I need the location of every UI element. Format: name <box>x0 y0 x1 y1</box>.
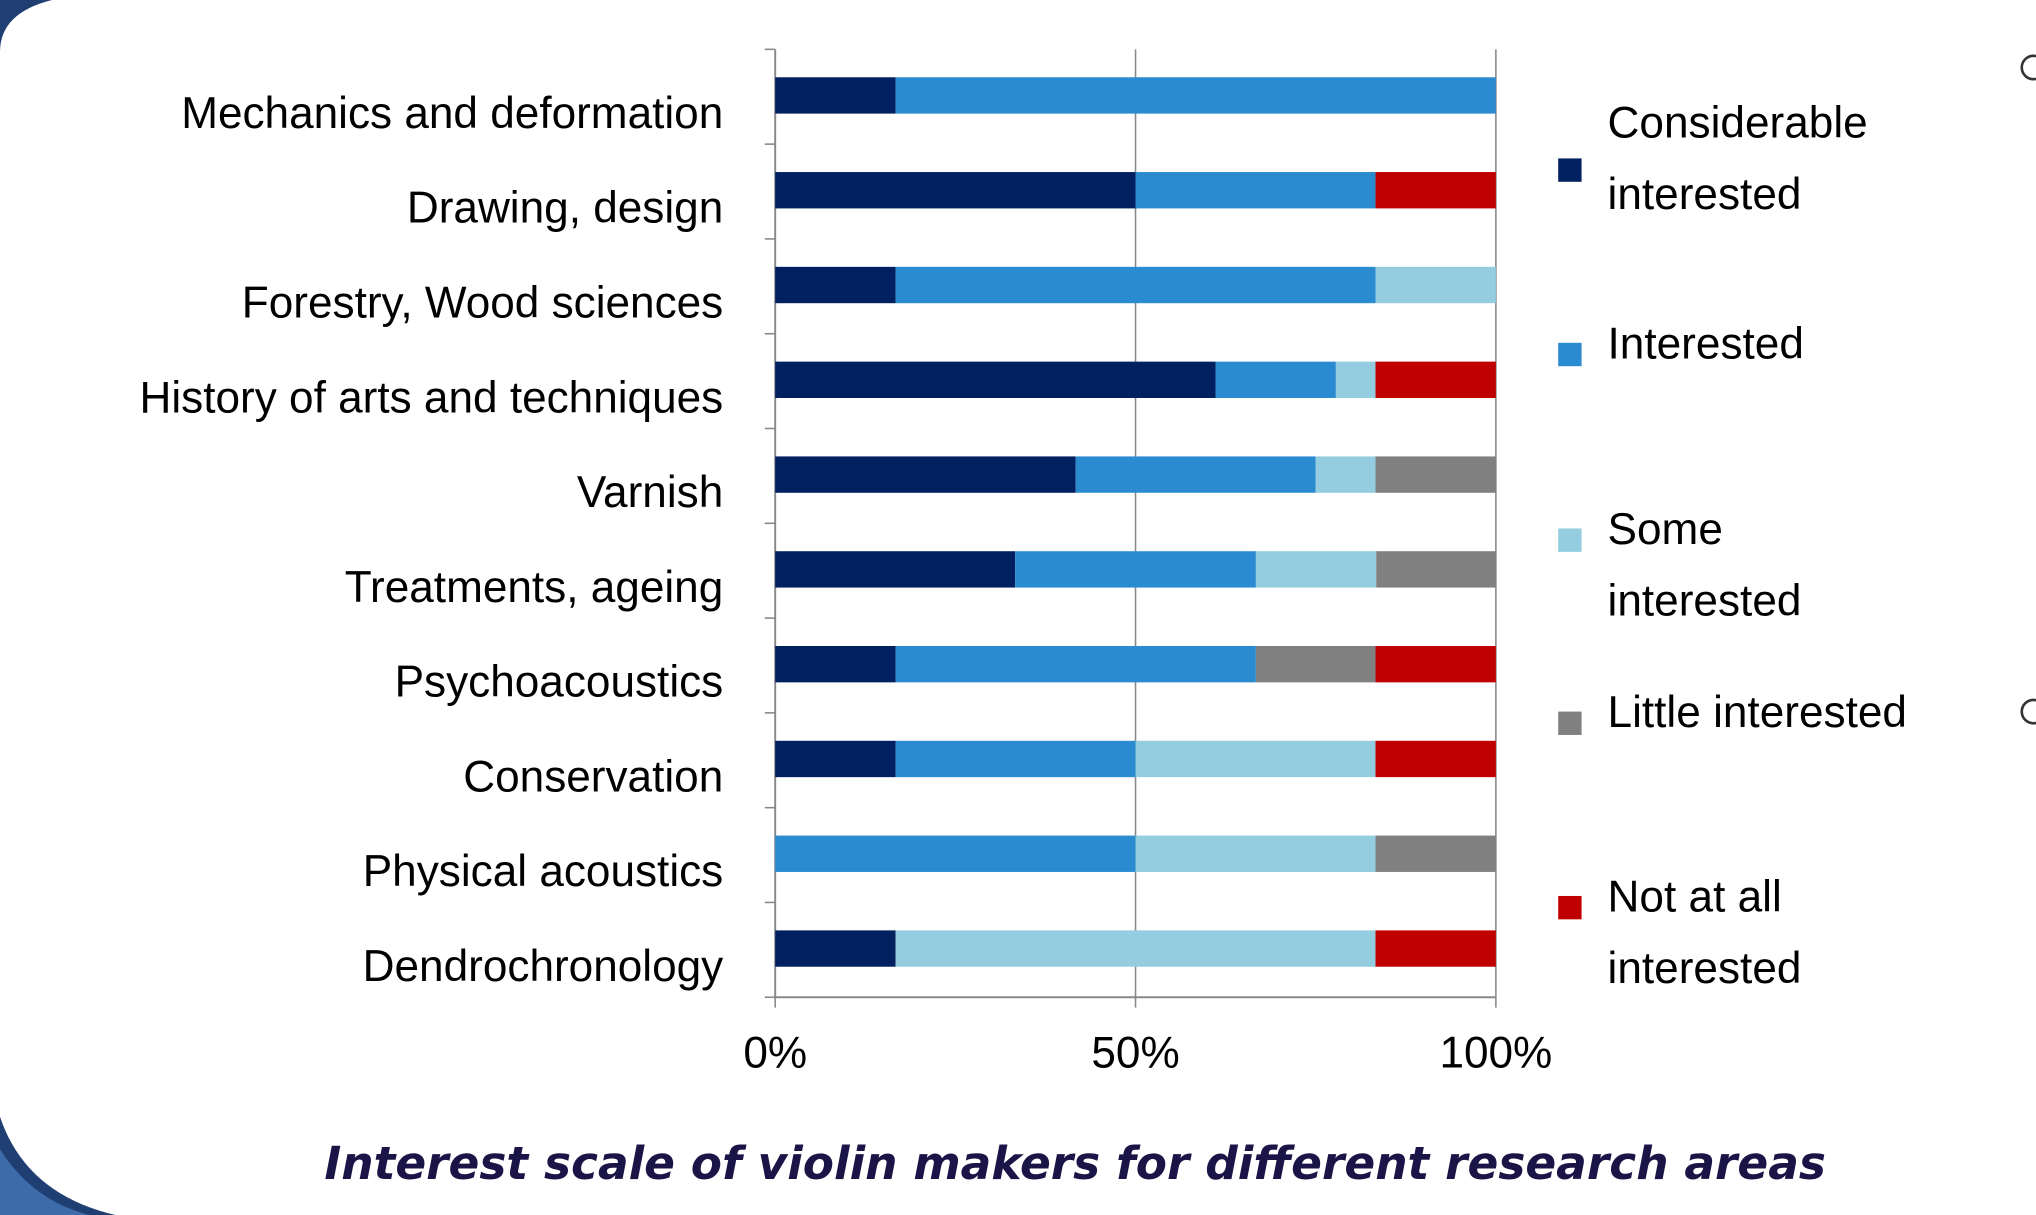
y-tick-label: Dendrochronology <box>363 942 724 991</box>
bar-segment <box>895 930 1376 967</box>
y-tick-label: History of arts and techniques <box>140 373 724 422</box>
bar-segment <box>775 930 896 967</box>
bar-segment <box>895 77 1496 114</box>
bar-segment <box>1255 646 1376 683</box>
legend-label: Little interested <box>1607 687 1907 737</box>
bar-segment <box>1075 456 1316 493</box>
legend-swatch <box>1558 158 1582 182</box>
bar-segment <box>1375 646 1496 683</box>
legend-label: Not at all interested <box>1607 871 1802 993</box>
legend-label: Considerable interested <box>1607 98 1868 220</box>
bar-segment <box>895 266 1376 304</box>
bar-segment <box>1375 361 1496 398</box>
legend-swatch <box>1558 342 1582 367</box>
legend-label: Interested <box>1607 318 1804 369</box>
legend-label: Some interested <box>1607 504 1802 626</box>
legend-swatch <box>1558 528 1582 552</box>
y-tick-label: Mechanics and deformation <box>181 89 723 138</box>
bar-segment <box>1335 361 1376 398</box>
bar-segment <box>775 172 1136 209</box>
bar-segment <box>1255 551 1377 588</box>
decoration <box>0 0 52 52</box>
bar-segment <box>1135 740 1376 778</box>
y-tick-label: Psychoacoustics <box>395 658 724 707</box>
bar-segment <box>1376 551 1496 588</box>
x-tick-label: 0% <box>743 1028 807 1077</box>
bar-segment <box>1375 456 1496 493</box>
y-tick-label: Physical acoustics <box>363 847 724 896</box>
bar-segment <box>1375 835 1496 872</box>
bar-segment <box>1135 172 1376 209</box>
x-tick-label: 100% <box>1439 1028 1552 1077</box>
y-tick-label: Varnish <box>577 468 723 517</box>
bar-segment <box>775 456 1076 493</box>
bar-segment <box>1375 930 1496 967</box>
chart-title: Interest scale of violin makers for diff… <box>324 1137 1826 1190</box>
y-tick-label: Conservation <box>463 752 723 801</box>
legend-swatch <box>1558 711 1582 735</box>
y-tick-label: Drawing, design <box>407 184 723 233</box>
x-tick-label: 50% <box>1091 1028 1179 1077</box>
bar-segment <box>1215 361 1336 398</box>
bar-segment <box>775 266 896 304</box>
legend-swatch <box>1558 895 1582 920</box>
bar-segment <box>775 361 1216 398</box>
bar-segment <box>775 835 1136 872</box>
bar-segment <box>1375 266 1496 304</box>
bar-segment <box>1375 172 1496 209</box>
bar-segment <box>775 551 1016 588</box>
y-tick-label: Forestry, Wood sciences <box>242 278 723 327</box>
decoration <box>2020 698 2036 725</box>
bar-segment <box>1315 456 1376 493</box>
bar-segment <box>1375 740 1496 778</box>
decoration <box>0 1149 90 1215</box>
decoration <box>2020 54 2036 81</box>
y-tick-label: Treatments, ageing <box>345 563 724 612</box>
bar-segment <box>775 77 896 114</box>
bar-segment <box>895 646 1256 683</box>
bar-segment <box>775 646 896 683</box>
bar-segment <box>1135 835 1376 872</box>
bar-segment <box>775 740 896 778</box>
bar-segment <box>895 740 1136 778</box>
bar-segment <box>1015 551 1256 588</box>
